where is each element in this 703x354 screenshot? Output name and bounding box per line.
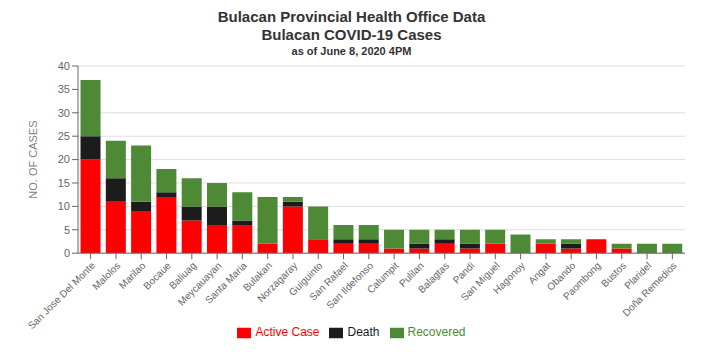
svg-text:San Jose Del Monte: San Jose Del Monte	[26, 260, 98, 332]
html-text:Bulacan Provincial Health Offi: Bulacan Provincial Health Office Data	[217, 8, 486, 25]
svg-text:Paombong: Paombong	[561, 260, 603, 302]
svg-text:Pandi: Pandi	[450, 259, 477, 286]
svg-text:Marilao: Marilao	[116, 259, 148, 291]
svg-text:0: 0	[64, 247, 70, 259]
svg-text:Angat: Angat	[526, 259, 553, 287]
svg-text:Calumpit: Calumpit	[365, 260, 401, 296]
svg-text:25: 25	[58, 130, 70, 142]
svg-text:Santa Maria: Santa Maria	[202, 259, 249, 306]
svg-text:40: 40	[58, 60, 70, 72]
svg-text:Balagtas: Balagtas	[416, 260, 451, 295]
svg-text:Pulilan: Pulilan	[396, 259, 426, 289]
svg-text:5: 5	[64, 224, 70, 236]
html-text:Recovered: Recovered	[407, 325, 466, 340]
svg-text:10: 10	[58, 200, 70, 212]
svg-text:Norzagaray: Norzagaray	[255, 259, 300, 305]
html-text:Active Case: Active Case	[255, 325, 320, 340]
svg-text:15: 15	[58, 177, 70, 189]
svg-text:Hagonoy: Hagonoy	[491, 260, 527, 296]
svg-text:San Ildefonso: San Ildefonso	[324, 259, 376, 311]
svg-text:Bustos: Bustos	[598, 259, 629, 290]
svg-text:Guiguinto: Guiguinto	[286, 259, 325, 298]
svg-text:35: 35	[58, 83, 70, 95]
html-text:as of June 8, 2020 4PM: as of June 8, 2020 4PM	[291, 45, 412, 57]
svg-text:Doña Remedios: Doña Remedios	[620, 260, 678, 318]
svg-text:Baliuag: Baliuag	[166, 259, 199, 292]
svg-text:San Miguel: San Miguel	[459, 260, 502, 303]
svg-text:Meycauayan: Meycauayan	[175, 259, 224, 308]
svg-text:Bulakan: Bulakan	[240, 259, 275, 294]
svg-text:Obando: Obando	[544, 259, 578, 293]
svg-text:Plaridel: Plaridel	[622, 259, 654, 292]
html-text:Death: Death	[347, 325, 380, 340]
svg-text:NO. OF CASES: NO. OF CASES	[27, 120, 39, 198]
svg-text:30: 30	[58, 107, 70, 119]
svg-text:20: 20	[58, 153, 70, 165]
svg-text:Bocaue: Bocaue	[141, 260, 173, 292]
svg-text:San Rafael: San Rafael	[307, 259, 350, 303]
html-text:Bulacan COVID-19 Cases: Bulacan COVID-19 Cases	[261, 26, 442, 43]
svg-text:Malolos: Malolos	[90, 260, 122, 292]
